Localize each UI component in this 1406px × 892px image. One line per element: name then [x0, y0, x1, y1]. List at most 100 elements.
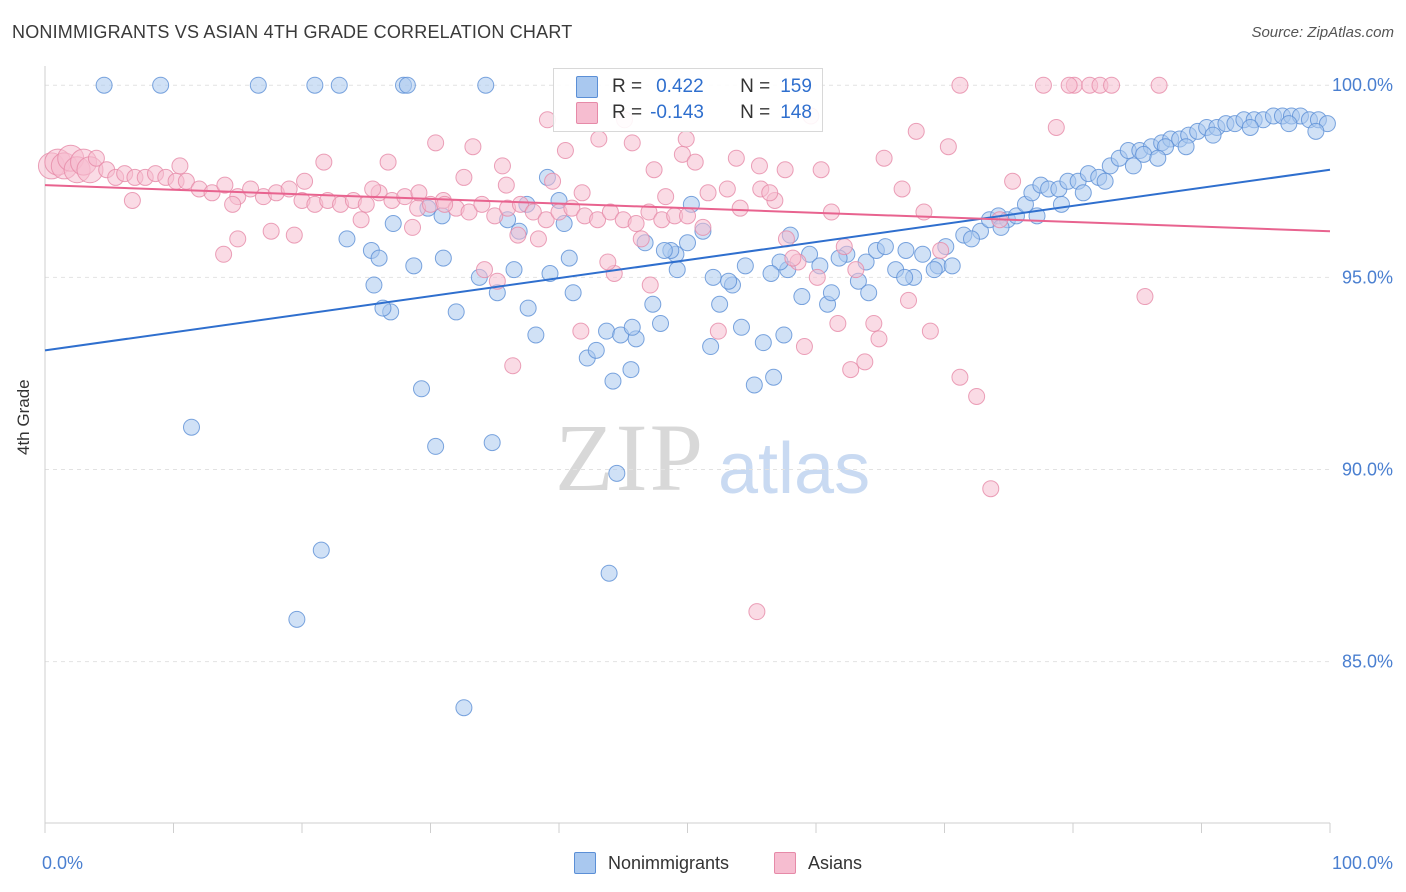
data-point-nonimmigrants — [434, 249, 452, 267]
data-point-asians — [460, 203, 478, 221]
data-point-asians — [123, 191, 141, 209]
data-point-nonimmigrants — [762, 265, 780, 283]
data-point-nonimmigrants — [405, 257, 423, 275]
y-tick-label: 95.0% — [1342, 267, 1393, 287]
data-point-asians — [748, 603, 766, 621]
data-point-asians — [396, 188, 414, 206]
data-point-asians — [262, 222, 280, 240]
data-point-nonimmigrants — [914, 245, 932, 263]
data-point-asians — [870, 330, 888, 348]
data-point-asians — [473, 195, 491, 213]
data-point-nonimmigrants — [754, 334, 772, 352]
data-point-nonimmigrants — [896, 268, 914, 286]
data-point-nonimmigrants — [338, 230, 356, 248]
data-point-nonimmigrants — [736, 257, 754, 275]
data-point-nonimmigrants — [306, 76, 324, 94]
legend-item-nonimmigrants[interactable]: Nonimmigrants — [574, 852, 729, 874]
data-point-asians — [645, 161, 663, 179]
data-point-nonimmigrants — [644, 295, 662, 313]
data-point-asians — [87, 149, 105, 167]
data-point-asians — [921, 322, 939, 340]
data-point-asians — [229, 230, 247, 248]
data-point-asians — [842, 361, 860, 379]
data-point-asians — [808, 268, 826, 286]
data-point-asians — [1136, 288, 1154, 306]
data-point-asians — [455, 168, 473, 186]
data-point-asians — [699, 184, 717, 202]
chart-title: NONIMMIGRANTS VS ASIAN 4TH GRADE CORRELA… — [12, 22, 573, 42]
data-point-asians — [488, 272, 506, 290]
data-point-asians — [427, 134, 445, 152]
data-point-nonimmigrants — [1280, 115, 1298, 133]
data-point-asians — [601, 203, 619, 221]
data-point-asians — [679, 207, 696, 225]
data-point-asians — [410, 184, 428, 202]
data-point-asians — [784, 249, 802, 267]
data-point-asians — [171, 157, 189, 175]
data-point-asians — [822, 203, 840, 221]
trend-line-nonimmigrants — [44, 168, 1331, 352]
data-point-asians — [475, 261, 493, 279]
data-point-asians — [224, 195, 242, 213]
stats-legend: R = 0.422 N = 159 R = -0.143 N = 148 — [553, 68, 823, 132]
data-point-nonimmigrants — [1177, 138, 1195, 156]
data-point-asians — [1047, 118, 1065, 136]
asians-legend-swatch — [774, 852, 796, 874]
source-label: Source: ZipAtlas.com — [1251, 24, 1394, 41]
data-point-nonimmigrants — [622, 361, 640, 379]
data-point-nonimmigrants — [679, 234, 696, 252]
data-point-asians — [1060, 76, 1078, 94]
data-point-nonimmigrants — [745, 376, 763, 394]
nonimmigrants-legend-swatch — [574, 852, 596, 874]
data-point-asians — [524, 203, 542, 221]
data-point-asians — [776, 161, 794, 179]
data-point-asians — [315, 153, 333, 171]
data-point-nonimmigrants — [398, 76, 416, 94]
data-point-nonimmigrants — [312, 541, 330, 559]
data-point-asians — [504, 357, 522, 375]
data-point-nonimmigrants — [623, 318, 641, 336]
data-point-nonimmigrants — [822, 284, 840, 302]
data-point-nonimmigrants — [505, 261, 523, 279]
data-point-nonimmigrants — [962, 230, 980, 248]
y-axis-label: 4th Grade — [14, 379, 33, 455]
n-label: N = — [740, 76, 771, 97]
data-point-nonimmigrants — [1096, 172, 1114, 190]
data-point-nonimmigrants — [1052, 195, 1070, 213]
n-value: 159 — [780, 76, 812, 97]
data-point-asians — [404, 218, 422, 236]
asians-swatch — [576, 102, 598, 124]
data-point-asians — [657, 188, 675, 206]
data-point-nonimmigrants — [447, 303, 465, 321]
data-point-asians — [215, 245, 233, 263]
data-point-asians — [829, 314, 847, 332]
data-point-nonimmigrants — [720, 272, 738, 290]
data-point-nonimmigrants — [455, 699, 473, 717]
data-point-nonimmigrants — [564, 284, 582, 302]
data-point-asians — [364, 180, 382, 198]
data-point-nonimmigrants — [365, 276, 383, 294]
data-point-nonimmigrants — [652, 314, 670, 332]
n-label: N = — [740, 102, 771, 123]
r-label: R = — [612, 102, 643, 123]
data-point-asians — [529, 230, 547, 248]
data-point-nonimmigrants — [384, 215, 402, 233]
data-point-nonimmigrants — [560, 249, 578, 267]
r-value: -0.143 — [650, 102, 704, 123]
data-point-asians — [599, 253, 617, 271]
data-point-asians — [812, 161, 830, 179]
data-point-asians — [795, 338, 813, 356]
data-point-asians — [573, 184, 591, 202]
data-point-asians — [572, 322, 590, 340]
r-label: R = — [612, 76, 643, 97]
data-point-asians — [900, 291, 918, 309]
legend-item-asians[interactable]: Asians — [774, 852, 862, 874]
x-tick-label: 100.0% — [1332, 853, 1393, 873]
data-point-asians — [907, 122, 925, 140]
data-point-nonimmigrants — [249, 76, 267, 94]
data-point-asians — [493, 157, 511, 175]
data-point-nonimmigrants — [1307, 122, 1325, 140]
data-point-nonimmigrants — [608, 464, 626, 482]
data-point-nonimmigrants — [765, 368, 783, 386]
